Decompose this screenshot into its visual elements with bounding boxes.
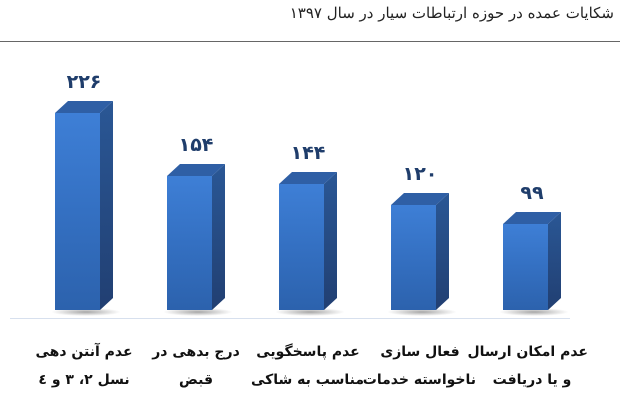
bar-top-face <box>279 172 337 184</box>
bar-front-face <box>167 176 212 310</box>
bar-side-face <box>436 193 449 310</box>
bar-shadow <box>275 308 345 316</box>
category-label-line: درج بدهی در <box>152 344 240 360</box>
category-label-line: قبض <box>179 372 213 388</box>
bar-shadow <box>51 308 121 316</box>
category-label-line: و یا دریافت <box>492 372 572 388</box>
bar-front-face <box>279 184 324 310</box>
bar-front-face <box>391 205 436 310</box>
category-label-line: ناخواسته خدمات <box>362 372 476 388</box>
title-divider <box>0 41 620 42</box>
category-label: عدم آنتن دهی نسل ۲، ۳ و ٤ <box>28 338 140 394</box>
bar-value-label: ۱۴۴ <box>290 142 326 164</box>
bar-front-face <box>55 113 100 310</box>
bar <box>163 164 233 316</box>
bar <box>499 212 569 316</box>
bar-value-label: ۱۲۰ <box>402 163 438 185</box>
category-label: عدم امکان ارسال و یا دریافت <box>467 338 588 394</box>
bar-top-face <box>391 193 449 205</box>
bar-top-face <box>55 101 113 113</box>
bar <box>51 101 121 316</box>
category-label-line: عدم آنتن دهی <box>35 344 133 360</box>
bar-shadow <box>387 308 457 316</box>
bar-shadow <box>163 308 233 316</box>
bar-value-label: ۹۹ <box>520 182 544 204</box>
bar-value-label: ۱۵۴ <box>178 134 214 156</box>
category-label: درج بدهی در قبض <box>140 338 252 394</box>
bar-top-face <box>503 212 561 224</box>
bar <box>275 172 345 316</box>
bar-side-face <box>548 212 561 310</box>
bar <box>387 193 457 316</box>
bar-front-face <box>503 224 548 310</box>
category-label: عدم پاسخگویی مناسب به شاکی <box>250 338 364 394</box>
chart-title: شکایات عمده در حوزه ارتباطات سیار در سال… <box>289 4 614 22</box>
category-label: فعال سازی ناخواسته خدمات <box>362 338 476 394</box>
bar-top-face <box>167 164 225 176</box>
bar-side-face <box>324 172 337 310</box>
category-label-line: فعال سازی <box>380 344 460 360</box>
chart-baseline <box>10 318 570 319</box>
bar-shadow <box>499 308 569 316</box>
category-label-line: نسل ۲، ۳ و ٤ <box>38 372 130 388</box>
bar-side-face <box>100 101 113 310</box>
bar-value-label: ۲۲۶ <box>66 71 102 93</box>
bar-side-face <box>212 164 225 310</box>
category-label-line: عدم پاسخگویی <box>256 344 360 360</box>
category-label-line: مناسب به شاکی <box>250 372 364 388</box>
category-label-line: عدم امکان ارسال <box>467 344 588 360</box>
